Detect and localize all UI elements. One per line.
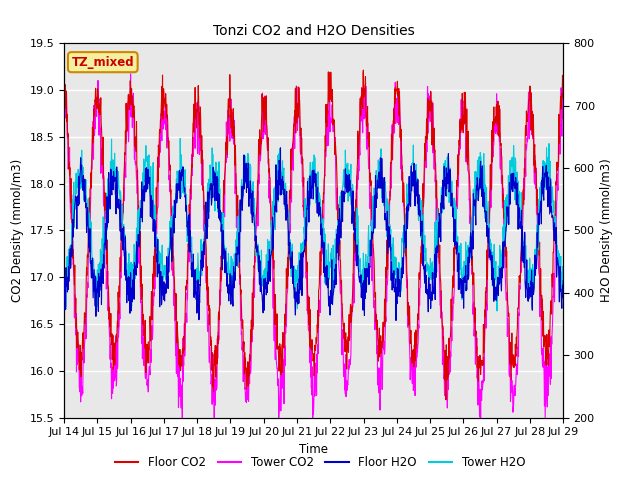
Text: TZ_mixed: TZ_mixed: [72, 56, 134, 69]
Y-axis label: H2O Density (mmol/m3): H2O Density (mmol/m3): [600, 158, 613, 302]
Title: Tonzi CO2 and H2O Densities: Tonzi CO2 and H2O Densities: [212, 24, 415, 38]
X-axis label: Time: Time: [299, 443, 328, 456]
Y-axis label: CO2 Density (mmol/m3): CO2 Density (mmol/m3): [11, 159, 24, 302]
Legend: Floor CO2, Tower CO2, Floor H2O, Tower H2O: Floor CO2, Tower CO2, Floor H2O, Tower H…: [110, 452, 530, 474]
